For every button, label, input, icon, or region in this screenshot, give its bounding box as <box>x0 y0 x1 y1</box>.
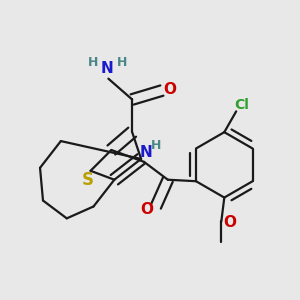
Text: N: N <box>139 146 152 160</box>
Text: S: S <box>82 171 94 189</box>
Text: Cl: Cl <box>235 98 250 112</box>
Text: O: O <box>140 202 154 217</box>
Text: N: N <box>100 61 113 76</box>
Text: H: H <box>117 56 127 69</box>
Text: H: H <box>151 139 161 152</box>
Text: O: O <box>164 82 177 97</box>
Text: H: H <box>88 56 99 69</box>
Text: O: O <box>224 215 237 230</box>
